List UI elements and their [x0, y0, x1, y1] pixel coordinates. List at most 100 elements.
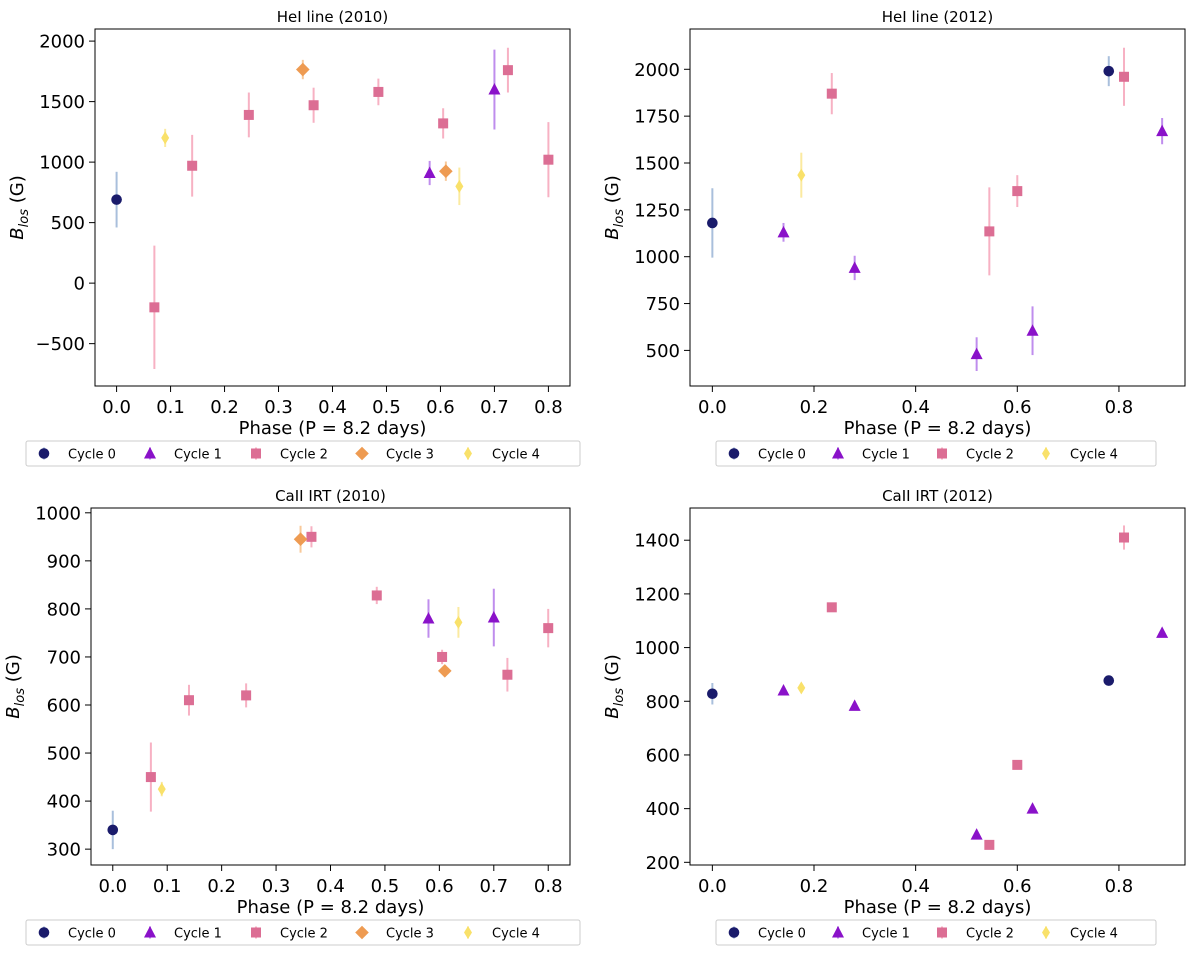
y-tick-label: 1500 [39, 92, 85, 113]
legend-label: Cycle 0 [68, 448, 116, 463]
y-tick-label: 400 [646, 799, 680, 820]
y-tick-label: 600 [47, 695, 81, 716]
x-tick-label: 0.8 [534, 876, 563, 897]
chart-title: HeI line (2012) [882, 8, 993, 26]
data-point [306, 531, 317, 542]
y-tick-label: 700 [47, 647, 81, 668]
legend-marker [144, 926, 156, 938]
series-cycle-0 [107, 810, 119, 850]
legend-marker [1042, 447, 1050, 460]
x-tick-label: 0.5 [372, 397, 401, 418]
y-tick-label: 400 [47, 792, 81, 813]
legend-label: Cycle 2 [966, 448, 1014, 463]
x-tick-label: 0.8 [1105, 397, 1134, 418]
legend-label: Cycle 0 [758, 448, 806, 463]
legend-marker [38, 927, 50, 938]
x-tick-label: 0.4 [901, 876, 930, 897]
y-tick-label: 1000 [35, 503, 81, 524]
data-point [422, 612, 435, 624]
data-point [439, 164, 453, 178]
y-tick-label: 200 [646, 853, 680, 874]
data-point [111, 194, 122, 205]
y-tick-label: 1000 [634, 638, 680, 659]
series-cycle-1 [777, 118, 1169, 372]
y-axis-label: Blos (G) [3, 654, 28, 718]
legend-entry-cycle-2: Cycle 2 [251, 447, 328, 463]
series-cycle-4 [797, 152, 806, 198]
x-tick-label: 0.4 [318, 397, 347, 418]
data-point [502, 65, 513, 76]
y-tick-label: 1000 [39, 153, 85, 174]
data-point [502, 669, 513, 680]
legend-entry-cycle-2: Cycle 2 [937, 926, 1014, 942]
data-point [296, 62, 310, 77]
legend-entry-cycle-1: Cycle 1 [144, 447, 222, 463]
y-axis-label: Blos (G) [7, 175, 32, 239]
y-tick-label: 900 [47, 551, 81, 572]
legend-marker [937, 448, 947, 459]
plot-frame [689, 28, 1186, 387]
x-tick-label: 0.2 [207, 876, 236, 897]
legend-entry-cycle-2: Cycle 2 [937, 447, 1014, 463]
x-tick-label: 0.5 [371, 876, 400, 897]
legend-label: Cycle 4 [1070, 927, 1118, 942]
x-axis-label: Phase (P = 8.2 days) [844, 418, 1032, 439]
data-point [1156, 124, 1169, 137]
series-cycle-1 [777, 626, 1169, 840]
y-tick-label: 0 [74, 274, 85, 295]
y-tick-label: 1750 [634, 107, 680, 128]
x-tick-label: 0.8 [1105, 876, 1134, 897]
legend: Cycle 0 Cycle 1 Cycle 2 Cycle 4 [715, 440, 1157, 467]
data-point [1103, 675, 1115, 686]
data-point [826, 88, 837, 99]
legend-entry-cycle-1: Cycle 1 [144, 926, 222, 942]
legend-label: Cycle 2 [280, 448, 328, 463]
legend-entry-cycle-0: Cycle 0 [38, 926, 116, 942]
x-axis-label: Phase (P = 8.2 days) [844, 897, 1032, 918]
y-tick-label: 1200 [634, 584, 680, 605]
data-point [161, 131, 170, 145]
legend-marker [937, 927, 947, 938]
y-tick-label: 750 [646, 294, 680, 315]
x-tick-label: 0.4 [901, 397, 930, 418]
data-point [157, 782, 166, 796]
series-cycle-4 [797, 681, 806, 695]
data-point [970, 347, 983, 360]
data-point [455, 179, 464, 193]
series-cycle-4 [157, 606, 463, 797]
series-cycle-0 [707, 675, 1115, 705]
x-tick-label: 0.6 [426, 397, 455, 418]
y-tick-label: 800 [47, 599, 81, 620]
legend-marker [355, 925, 369, 940]
data-point [373, 86, 384, 97]
series-cycle-1 [422, 588, 500, 647]
legend: Cycle 0 Cycle 1 Cycle 2 Cycle 3 Cycle 4 [25, 919, 581, 946]
legend-entry-cycle-4: Cycle 4 [1042, 447, 1118, 463]
legend-label: Cycle 3 [386, 448, 434, 463]
data-point [293, 532, 308, 547]
data-point [826, 602, 837, 613]
y-axis-label: Blos (G) [602, 654, 627, 718]
data-point [797, 168, 806, 182]
legend-label: Cycle 0 [68, 927, 116, 942]
chart-panel-2: HeI line (2012) 0.0 0.2 0.4 0.6 0.8 500 750 1000… [602, 8, 1186, 467]
legend-entry-cycle-4: Cycle 4 [464, 926, 540, 942]
series-cycle-0 [707, 56, 1115, 258]
legend-label: Cycle 4 [1070, 448, 1118, 463]
legend-marker [832, 926, 844, 938]
legend-marker [1042, 926, 1050, 939]
y-tick-label: 800 [646, 692, 680, 713]
legend-label: Cycle 2 [966, 927, 1014, 942]
data-point [848, 261, 861, 273]
x-tick-label: 0.7 [480, 397, 509, 418]
y-tick-label: 500 [51, 213, 85, 234]
legend-marker [251, 448, 261, 459]
legend-entry-cycle-4: Cycle 4 [464, 447, 540, 463]
series-cycle-3 [296, 59, 453, 181]
x-tick-label: 0.0 [698, 397, 727, 418]
series-cycle-0 [111, 171, 122, 228]
chart-title: CaII IRT (2012) [882, 487, 993, 505]
series-cycle-4 [161, 128, 464, 206]
x-tick-label: 0.2 [800, 397, 829, 418]
